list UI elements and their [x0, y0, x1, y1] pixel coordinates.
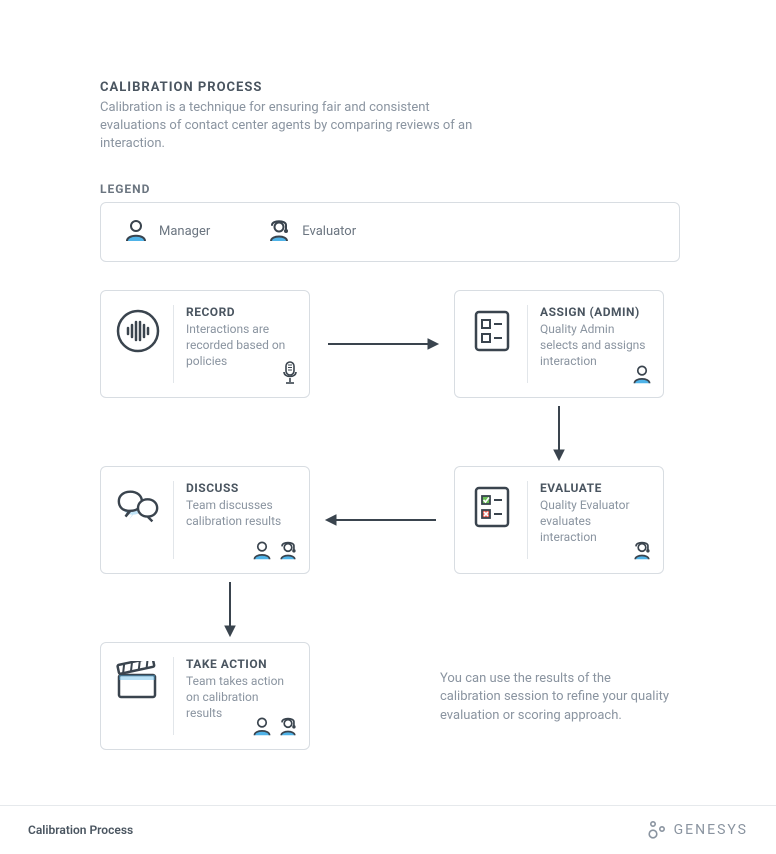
legend-box: Manager Evaluator	[100, 202, 680, 262]
legend-label: LEGEND	[100, 182, 680, 196]
manager-icon	[251, 539, 273, 565]
evaluator-icon	[631, 539, 653, 565]
arrow-assign-evaluate	[545, 398, 573, 466]
waveform-icon	[115, 305, 161, 383]
clapper-icon	[115, 657, 161, 735]
legend-item-manager: Manager	[123, 217, 210, 247]
step-assign: ASSIGN (ADMIN) Quality Admin selects and…	[454, 290, 664, 398]
evaluator-icon	[266, 217, 292, 247]
manager-icon	[631, 363, 653, 389]
genesys-logo-icon	[648, 820, 666, 840]
evaluator-icon	[277, 715, 299, 741]
step-take-action: TAKE ACTION Team takes action on calibra…	[100, 642, 310, 750]
takeaction-title: TAKE ACTION	[186, 657, 295, 671]
step-evaluate: EVALUATE Quality Evaluator evaluates int…	[454, 466, 664, 574]
page-footer: Calibration Process GENESYS	[0, 805, 776, 854]
page-title: CALIBRATION PROCESS	[100, 80, 680, 95]
step-record: RECORD Interactions are recorded based o…	[100, 290, 310, 398]
evaluate-title: EVALUATE	[540, 481, 649, 495]
takeaction-corner	[251, 715, 299, 741]
assign-corner	[631, 363, 653, 389]
legend-evaluator-label: Evaluator	[302, 224, 356, 239]
manager-icon	[251, 715, 273, 741]
checklist-icon	[469, 305, 515, 383]
discuss-corner	[251, 539, 299, 565]
record-corner	[281, 361, 299, 389]
process-grid: RECORD Interactions are recorded based o…	[100, 290, 680, 770]
microphone-icon	[281, 361, 299, 389]
discuss-title: DISCUSS	[186, 481, 295, 495]
footer-caption: Calibration Process	[28, 823, 133, 837]
arrow-record-assign	[310, 330, 454, 358]
brand-logo: GENESYS	[648, 820, 748, 840]
manager-icon	[123, 217, 149, 247]
legend-item-evaluator: Evaluator	[266, 217, 356, 247]
assign-title: ASSIGN (ADMIN)	[540, 305, 649, 319]
result-note: You can use the results of the calibrati…	[440, 670, 670, 727]
brand-text: GENESYS	[674, 822, 748, 838]
arrow-discuss-takeaction	[216, 574, 244, 642]
step-discuss: DISCUSS Team discusses calibration resul…	[100, 466, 310, 574]
discuss-desc: Team discusses calibration results	[186, 497, 295, 529]
record-desc: Interactions are recorded based on polic…	[186, 321, 295, 370]
page-subtitle: Calibration is a technique for ensuring …	[100, 99, 480, 154]
record-title: RECORD	[186, 305, 295, 319]
arrow-evaluate-discuss	[310, 506, 454, 534]
evaluate-corner	[631, 539, 653, 565]
checklist-marks-icon	[469, 481, 515, 559]
chat-icon	[115, 481, 161, 559]
legend-manager-label: Manager	[159, 224, 210, 239]
infographic-page: CALIBRATION PROCESS Calibration is a tec…	[0, 0, 776, 770]
evaluator-icon	[277, 539, 299, 565]
